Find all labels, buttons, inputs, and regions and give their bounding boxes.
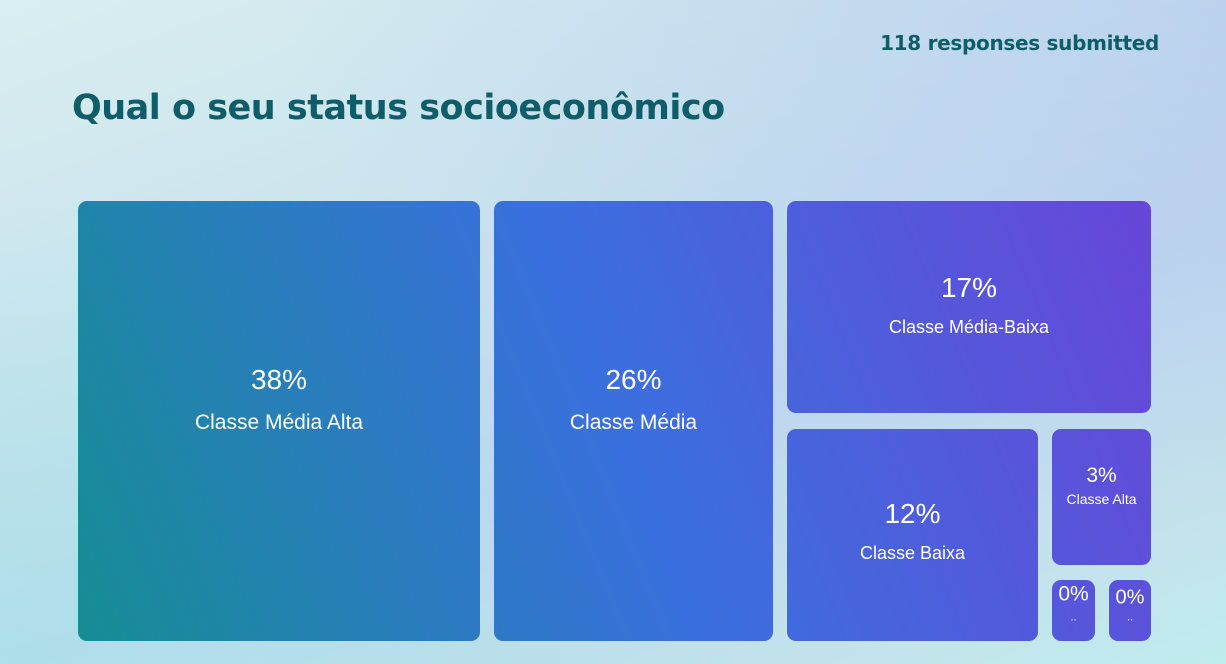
responses-count: 118 responses submitted xyxy=(880,31,1159,55)
tile-category-label: .. xyxy=(1070,612,1076,624)
tile-category-label: Classe Média Alta xyxy=(195,411,363,434)
treemap-tile[interactable]: 0%.. xyxy=(1052,580,1095,641)
tile-percent-label: 0% xyxy=(1058,583,1088,606)
treemap-tile-rect xyxy=(787,201,1151,413)
treemap-tile-rect xyxy=(78,201,480,641)
treemap-tile-rect xyxy=(787,429,1038,641)
tile-category-label: .. xyxy=(1127,612,1133,624)
tile-percent-label: 17% xyxy=(941,272,997,303)
treemap-tiles: 38% Classe Média Alta 26% Classe Média 17% Cl… xyxy=(78,201,1151,641)
tile-percent-label: 3% xyxy=(1086,464,1116,487)
treemap-tile-rect xyxy=(1052,580,1095,641)
treemap-tile[interactable]: 26% Classe Média xyxy=(494,201,773,641)
treemap-tile-rect xyxy=(1109,580,1151,641)
tile-percent-label: 12% xyxy=(884,498,940,529)
treemap-tile[interactable]: 3% Classe Alta xyxy=(1052,429,1151,565)
treemap-tile[interactable]: 0%.. xyxy=(1109,580,1151,641)
tile-category-label: Classe Alta xyxy=(1066,491,1136,507)
treemap-tile[interactable]: 38% Classe Média Alta xyxy=(78,201,480,641)
treemap-tile[interactable]: 12% Classe Baixa xyxy=(787,429,1038,641)
tile-category-label: Classe Baixa xyxy=(860,543,966,563)
tile-category-label: Classe Média xyxy=(570,411,698,434)
treemap-tile-rect xyxy=(494,201,773,641)
tile-percent-label: 0% xyxy=(1116,587,1145,609)
treemap-tile-rect xyxy=(1052,429,1151,565)
tile-percent-label: 26% xyxy=(605,364,661,395)
tile-category-label: Classe Média-Baixa xyxy=(889,317,1050,337)
tile-percent-label: 38% xyxy=(251,364,307,395)
treemap-tile[interactable]: 17% Classe Média-Baixa xyxy=(787,201,1151,413)
question-title: Qual o seu status socioeconômico xyxy=(72,88,725,128)
